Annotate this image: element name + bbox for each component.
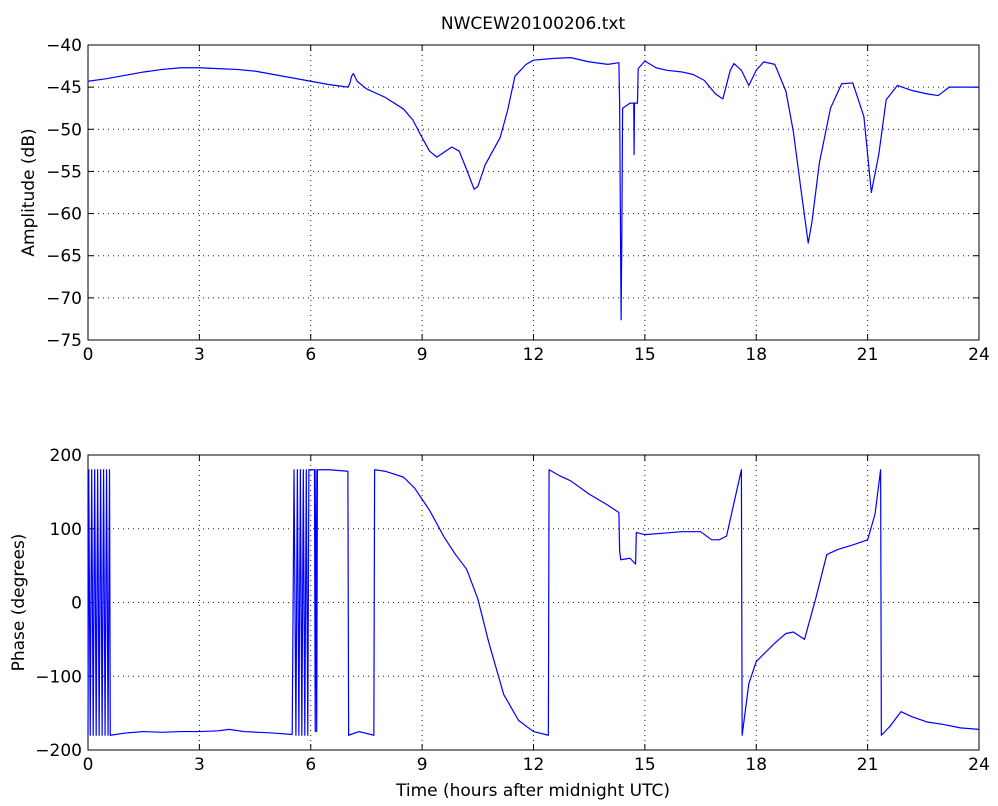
amplitude-ticks: 0 3 6 9 12 15 18 21 24 −75 −70 −65 −60 −55 −50 −45 −40 (46, 36, 990, 365)
phase-y-tick-label: 100 (50, 520, 82, 540)
amplitude-axes: 0 3 6 9 12 15 18 21 24 −75 −70 −65 −60 −55 −50 −45 −40 A… (19, 36, 990, 365)
phase-x-tick-label: 0 (83, 755, 94, 775)
figure-title: NWCEW20100206.txt (441, 14, 626, 34)
amplitude-grid (88, 45, 979, 340)
amplitude-y-tick-label: −65 (46, 247, 82, 267)
phase-y-axis-label: Phase (degrees) (9, 534, 29, 672)
phase-y-tick-label: 200 (50, 446, 82, 466)
amplitude-x-tick-label: 21 (857, 345, 879, 365)
phase-x-tick-label: 3 (194, 755, 205, 775)
amplitude-y-tick-label: −40 (46, 36, 82, 56)
amplitude-y-tick-label: −60 (46, 205, 82, 225)
amplitude-y-tick-label: −45 (46, 78, 82, 98)
phase-x-tick-label: 6 (305, 755, 316, 775)
phase-x-tick-label: 9 (417, 755, 428, 775)
amplitude-y-tick-label: −50 (46, 120, 82, 140)
phase-y-tick-label: 0 (71, 594, 82, 614)
phase-axes: 0 3 6 9 12 15 18 21 24 −200 −100 0 100 200 Phase (deg… (9, 446, 990, 801)
amplitude-y-tick-label: −70 (46, 289, 82, 309)
amplitude-y-tick-label: −55 (46, 162, 82, 182)
amplitude-x-tick-label: 12 (523, 345, 545, 365)
phase-y-tick-label: −100 (35, 667, 82, 687)
phase-grid (88, 455, 979, 750)
amplitude-x-tick-label: 18 (745, 345, 767, 365)
phase-y-tick-label: −200 (35, 741, 82, 761)
amplitude-x-tick-label: 6 (305, 345, 316, 365)
amplitude-y-tick-label: −75 (46, 331, 82, 351)
phase-x-tick-label: 15 (634, 755, 656, 775)
phase-series-line (87, 469, 980, 736)
amplitude-series-line (87, 57, 979, 321)
amplitude-x-tick-label: 3 (194, 345, 205, 365)
amplitude-y-axis-label: Amplitude (dB) (19, 128, 39, 256)
phase-x-tick-label: 21 (857, 755, 879, 775)
phase-ticks: 0 3 6 9 12 15 18 21 24 −200 −100 0 100 200 (35, 446, 990, 775)
phase-x-tick-label: 12 (523, 755, 545, 775)
phase-x-tick-label: 24 (968, 755, 990, 775)
amplitude-x-tick-label: 24 (968, 345, 990, 365)
amplitude-x-tick-label: 15 (634, 345, 656, 365)
amplitude-x-tick-label: 0 (83, 345, 94, 365)
phase-x-tick-label: 18 (745, 755, 767, 775)
phase-x-axis-label: Time (hours after midnight UTC) (395, 781, 670, 801)
amplitude-x-tick-label: 9 (417, 345, 428, 365)
